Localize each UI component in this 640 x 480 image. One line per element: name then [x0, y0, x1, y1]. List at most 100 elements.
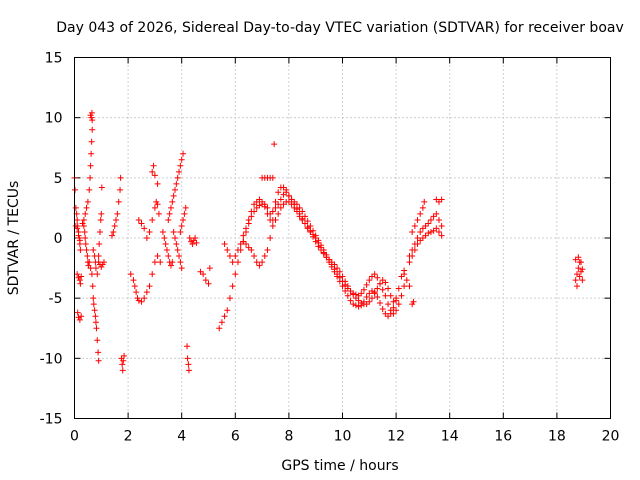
- data-point: [277, 196, 284, 203]
- chart-title: Day 043 of 2026, Sidereal Day-to-day VTE…: [56, 20, 624, 36]
- data-point: [342, 281, 349, 288]
- data-point: [379, 305, 386, 312]
- data-point: [352, 302, 359, 309]
- data-point: [382, 292, 389, 299]
- plot-frame: [74, 57, 611, 419]
- y-tick-label: -5: [49, 291, 63, 307]
- data-point: [221, 313, 228, 320]
- data-point: [89, 283, 96, 290]
- data-point: [87, 174, 94, 181]
- x-tick-label: 8: [284, 429, 293, 445]
- data-point: [141, 225, 148, 232]
- data-point: [150, 162, 157, 169]
- y-tick-label: -10: [40, 351, 63, 367]
- data-point: [146, 283, 153, 290]
- data-point: [74, 225, 81, 232]
- data-point: [185, 367, 192, 374]
- data-point: [414, 241, 421, 248]
- data-point: [149, 216, 156, 223]
- data-point: [149, 168, 156, 175]
- data-point: [90, 301, 97, 308]
- data-point: [326, 259, 333, 266]
- data-point: [89, 126, 96, 133]
- data-point: [234, 259, 241, 266]
- data-point: [350, 301, 357, 308]
- data-point: [574, 283, 580, 290]
- data-point: [119, 361, 126, 368]
- y-axis-label: SDTVAR / TECUs: [6, 181, 22, 296]
- data-point: [177, 228, 184, 235]
- x-tick-label: 4: [177, 429, 186, 445]
- data-point: [127, 271, 134, 278]
- data-point: [264, 247, 271, 254]
- data-point: [277, 204, 284, 211]
- data-point: [155, 210, 162, 217]
- data-point: [151, 204, 158, 211]
- data-point: [232, 253, 239, 260]
- data-point: [91, 307, 98, 314]
- data-point: [109, 232, 116, 239]
- data-point: [121, 352, 128, 359]
- data-point: [88, 109, 95, 116]
- data-point: [167, 204, 174, 211]
- data-point: [229, 283, 236, 290]
- data-point: [83, 204, 90, 211]
- x-tick-label: 20: [602, 429, 620, 445]
- data-point: [579, 277, 586, 284]
- data-point: [331, 268, 338, 275]
- data-point: [572, 277, 579, 284]
- data-point: [288, 196, 295, 203]
- data-point: [94, 337, 101, 344]
- data-point: [93, 325, 100, 332]
- data-point: [390, 304, 397, 311]
- data-point: [272, 204, 279, 211]
- y-tick-label: 5: [54, 171, 63, 187]
- data-point: [401, 271, 408, 278]
- x-tick-label: 6: [231, 429, 240, 445]
- data-point: [328, 263, 335, 270]
- data-point: [271, 141, 278, 148]
- data-point: [248, 208, 255, 215]
- data-point: [151, 172, 158, 179]
- x-tick-label: 2: [124, 429, 133, 445]
- data-point: [205, 280, 212, 287]
- data-point: [92, 319, 99, 326]
- data-point: [315, 239, 322, 246]
- data-point: [334, 265, 341, 272]
- data-point: [138, 220, 145, 227]
- data-point: [267, 235, 274, 241]
- data-point: [76, 277, 83, 284]
- data-point: [95, 357, 102, 364]
- data-point: [417, 210, 424, 217]
- y-tick-label: 0: [54, 231, 63, 247]
- data-point: [304, 224, 311, 231]
- data-point: [251, 253, 258, 260]
- data-point: [151, 259, 158, 266]
- data-point: [96, 241, 103, 248]
- data-point: [154, 253, 161, 260]
- data-point: [95, 349, 102, 356]
- data-point: [184, 343, 191, 350]
- data-point: [80, 216, 87, 223]
- data-point: [111, 222, 118, 229]
- data-point: [377, 299, 384, 306]
- data-point: [269, 222, 276, 229]
- data-point: [410, 298, 417, 305]
- data-point: [162, 241, 169, 248]
- data-point: [379, 286, 386, 293]
- data-point: [576, 273, 583, 280]
- data-point: [355, 303, 362, 310]
- data-point: [84, 253, 91, 260]
- data-point: [226, 253, 233, 260]
- data-point: [115, 198, 122, 205]
- data-point: [98, 184, 105, 191]
- data-point: [409, 253, 416, 260]
- data-point: [390, 298, 397, 305]
- data-point: [166, 210, 173, 217]
- data-point: [401, 283, 408, 290]
- data-point: [374, 274, 381, 281]
- data-point: [245, 216, 252, 223]
- data-point: [117, 186, 124, 193]
- data-point: [186, 235, 193, 241]
- data-point: [368, 295, 375, 302]
